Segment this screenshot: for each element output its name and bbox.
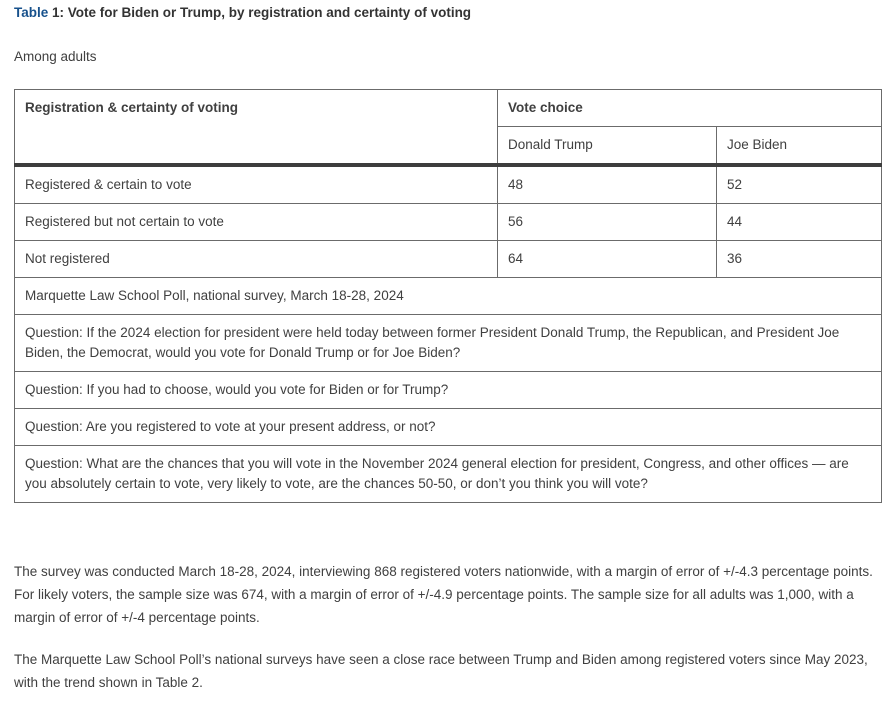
trump-value: 64	[497, 240, 717, 278]
table-title-rest: 1: Vote for Biden or Trump, by registrat…	[48, 5, 472, 20]
row-label: Not registered	[14, 240, 498, 278]
biden-value: 36	[716, 240, 882, 278]
trump-value: 48	[497, 163, 717, 204]
table-row-registered-certain: Registered & certain to vote 48 52	[14, 163, 882, 204]
table-subtitle: Among adults	[14, 49, 97, 64]
row-label: Registered & certain to vote	[14, 163, 498, 204]
biden-value: 52	[716, 163, 882, 204]
header-vote-choice: Vote choice	[497, 89, 882, 127]
trend-summary-paragraph: The Marquette Law School Poll’s national…	[14, 652, 868, 690]
note-question-registered: Question: Are you registered to vote at …	[14, 408, 882, 446]
table-note-row: Question: If you had to choose, would yo…	[14, 371, 882, 409]
survey-methodology-paragraph: The survey was conducted March 18-28, 20…	[14, 564, 873, 625]
note-question-election: Question: If the 2024 election for presi…	[14, 314, 882, 372]
header-donald-trump: Donald Trump	[497, 126, 717, 166]
table-note-row: Question: Are you registered to vote at …	[14, 408, 882, 446]
note-question-chances-vote: Question: What are the chances that you …	[14, 445, 882, 503]
table-row-not-registered: Not registered 64 36	[14, 240, 882, 278]
note-question-had-to-choose: Question: If you had to choose, would yo…	[14, 371, 882, 409]
table-title: Table 1: Vote for Biden or Trump, by reg…	[14, 5, 881, 20]
table-note-row: Question: What are the chances that you …	[14, 445, 882, 503]
table-title-prefix: Table	[14, 5, 49, 20]
note-poll-source: Marquette Law School Poll, national surv…	[14, 277, 882, 315]
biden-value: 44	[716, 203, 882, 241]
header-joe-biden: Joe Biden	[716, 126, 882, 166]
poll-results-table: Registration & certainty of voting Vote …	[14, 89, 882, 503]
table-header-row-candidates: Donald Trump Joe Biden	[15, 126, 882, 166]
table-row-registered-not-certain: Registered but not certain to vote 56 44	[14, 203, 882, 241]
header-registration-certainty: Registration & certainty of voting	[14, 89, 498, 166]
table-note-row: Marquette Law School Poll, national surv…	[14, 277, 882, 315]
table-header-row-group: Registration & certainty of voting Vote …	[14, 89, 882, 166]
trump-value: 56	[497, 203, 717, 241]
table-note-row: Question: If the 2024 election for presi…	[14, 314, 882, 372]
row-label: Registered but not certain to vote	[14, 203, 498, 241]
